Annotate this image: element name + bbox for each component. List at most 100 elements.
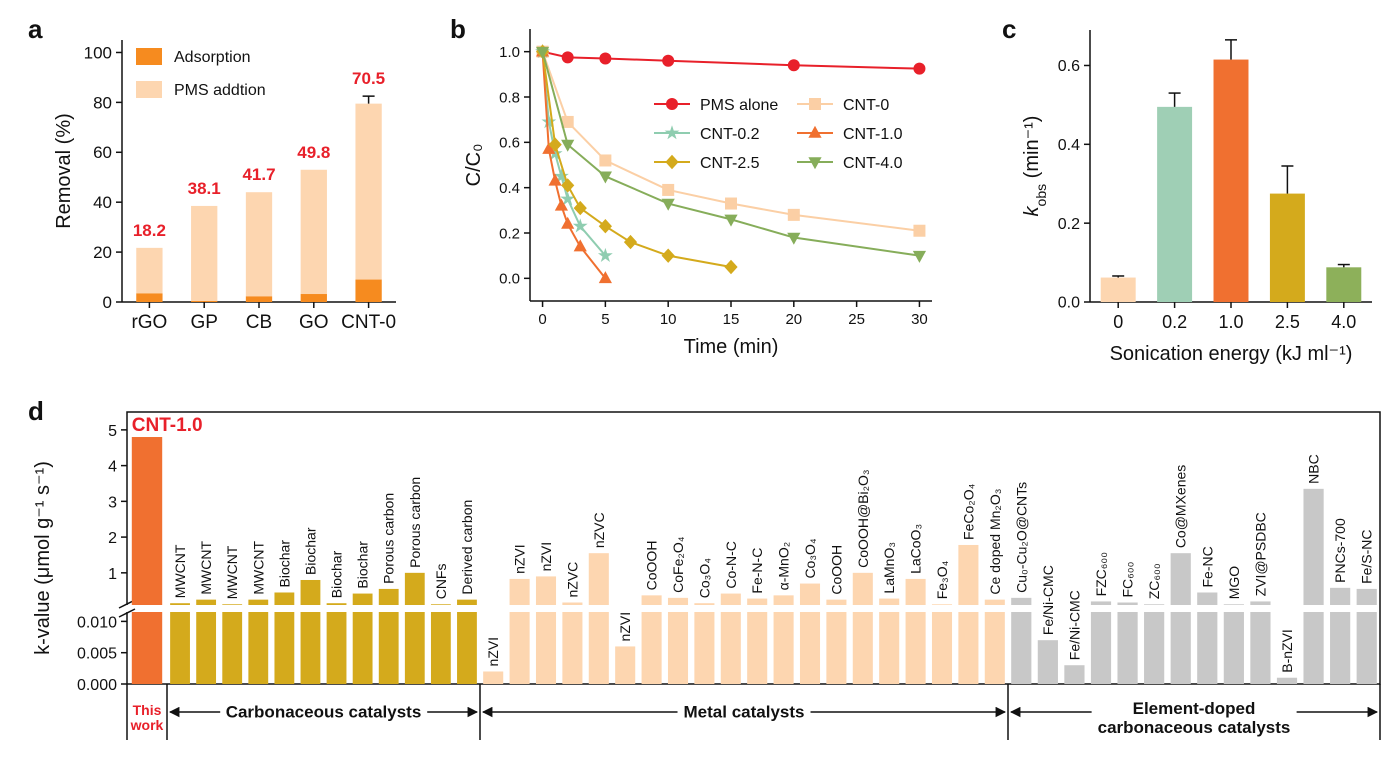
bar-upper bbox=[773, 595, 794, 605]
marker bbox=[548, 137, 562, 152]
y-tick-label: 60 bbox=[93, 143, 112, 162]
y-axis-label: k-value (μmol g⁻¹ s⁻¹) bbox=[32, 461, 54, 655]
x-tick-label: 1.0 bbox=[1218, 312, 1243, 332]
series-line bbox=[541, 51, 732, 268]
x-tick-label: 20 bbox=[785, 311, 802, 328]
bar-label: Ce doped Mn₂O₃ bbox=[987, 489, 1003, 595]
y-tick-label: 0.0 bbox=[499, 271, 520, 288]
data-label: 41.7 bbox=[242, 165, 275, 184]
y-tick-label: 0.010 bbox=[77, 614, 117, 631]
bar-label: Cu₀-Cu₂O@CNTs bbox=[1013, 482, 1029, 593]
marker bbox=[787, 59, 800, 72]
bar-segment bbox=[136, 247, 163, 294]
bar-label: MWCNT bbox=[224, 545, 240, 599]
panel-label: a bbox=[28, 14, 43, 44]
marker bbox=[913, 62, 926, 75]
y-tick-label: 4 bbox=[108, 459, 117, 476]
legend-label: PMS alone bbox=[700, 97, 778, 114]
y-tick-label: 0.4 bbox=[499, 180, 520, 197]
marker bbox=[664, 125, 680, 140]
bar-segment bbox=[245, 296, 273, 302]
bar-lower bbox=[562, 612, 583, 684]
bar-lower bbox=[1170, 612, 1191, 684]
x-tick-label: 4.0 bbox=[1331, 312, 1356, 332]
bar-lower bbox=[1330, 612, 1351, 684]
bar-lower bbox=[720, 612, 741, 684]
bar-upper bbox=[905, 578, 926, 605]
marker bbox=[623, 234, 638, 250]
bar-lower bbox=[131, 612, 163, 684]
marker bbox=[561, 216, 575, 229]
bar-label: Fe-NC bbox=[1199, 546, 1215, 587]
legend-label: PMS addtion bbox=[174, 82, 266, 99]
marker bbox=[665, 154, 679, 170]
y-tick-label: 0.6 bbox=[499, 135, 520, 152]
group-label: Metal catalysts bbox=[677, 702, 811, 722]
bar bbox=[1269, 193, 1305, 302]
bar-label: LaCoO₃ bbox=[908, 524, 924, 574]
marker bbox=[553, 168, 569, 183]
y-tick-label: 0.0 bbox=[1058, 295, 1080, 312]
bar-label: Co-N-C bbox=[723, 541, 739, 588]
bar-label: nZVI bbox=[538, 542, 554, 572]
marker bbox=[662, 54, 675, 67]
marker bbox=[661, 248, 675, 263]
y-axis-label-part: obs bbox=[1033, 184, 1049, 207]
bar-lower bbox=[352, 612, 373, 684]
bar-upper bbox=[430, 604, 451, 605]
marker bbox=[573, 239, 587, 252]
x-axis-label: Time (min) bbox=[684, 336, 779, 358]
bar-lower bbox=[274, 612, 295, 684]
bar-upper bbox=[641, 595, 662, 605]
x-tick-label: GO bbox=[299, 312, 329, 333]
bar-lower bbox=[852, 612, 873, 684]
bar-label: nZVI bbox=[617, 612, 633, 642]
bar-lower bbox=[667, 612, 689, 684]
legend-label: CNT-2.5 bbox=[700, 155, 760, 172]
bar bbox=[1213, 59, 1249, 302]
bar-upper bbox=[1223, 604, 1244, 605]
bar-segment bbox=[191, 301, 218, 302]
x-tick-label: 30 bbox=[911, 311, 928, 328]
bar-upper bbox=[248, 599, 269, 605]
y-tick-label: 0.000 bbox=[77, 677, 117, 694]
bar-label: Porous carbon bbox=[381, 493, 397, 584]
y-axis-label-part: k bbox=[1021, 205, 1043, 216]
bar-upper bbox=[222, 604, 243, 605]
bar-label: NBC bbox=[1306, 454, 1322, 484]
bar bbox=[1276, 677, 1298, 684]
bar-label: Fe/Ni-CMC bbox=[1040, 565, 1056, 635]
bar-lower bbox=[248, 612, 269, 684]
bar-label: B-nZVI bbox=[1279, 629, 1295, 673]
bar-upper bbox=[131, 437, 163, 605]
bar-label: Co₃O₄ bbox=[802, 538, 818, 578]
marker bbox=[561, 51, 574, 64]
data-label: 18.2 bbox=[133, 221, 166, 240]
bar-upper bbox=[1330, 587, 1351, 605]
marker bbox=[661, 198, 675, 211]
marker bbox=[535, 46, 550, 59]
bar-label: Co₃O₄ bbox=[696, 558, 712, 598]
bar-lower bbox=[641, 612, 662, 684]
bar-label: MWCNT bbox=[198, 541, 214, 595]
bar-label: nZVI bbox=[485, 637, 501, 667]
bar-upper bbox=[879, 598, 900, 605]
marker bbox=[561, 115, 574, 128]
bar-label: nZVC bbox=[564, 562, 580, 598]
bar-upper bbox=[1011, 597, 1032, 605]
y-tick-label: 0 bbox=[103, 293, 112, 312]
y-tick-label: 0.8 bbox=[499, 89, 520, 106]
bar-upper bbox=[300, 579, 321, 605]
bar-upper bbox=[1303, 488, 1324, 605]
legend-label: Adsorption bbox=[174, 49, 251, 66]
y-axis-label: kobs (min⁻¹) bbox=[1021, 116, 1049, 217]
y-axis-label: Removal (%) bbox=[53, 113, 75, 229]
marker bbox=[787, 232, 801, 245]
x-tick-label: 0 bbox=[538, 311, 546, 328]
x-tick-label: 0 bbox=[1113, 312, 1123, 332]
legend-swatch bbox=[136, 81, 162, 98]
bar-upper bbox=[747, 598, 768, 605]
panel-label: b bbox=[450, 14, 466, 44]
marker bbox=[542, 141, 556, 154]
bar bbox=[1064, 665, 1085, 684]
